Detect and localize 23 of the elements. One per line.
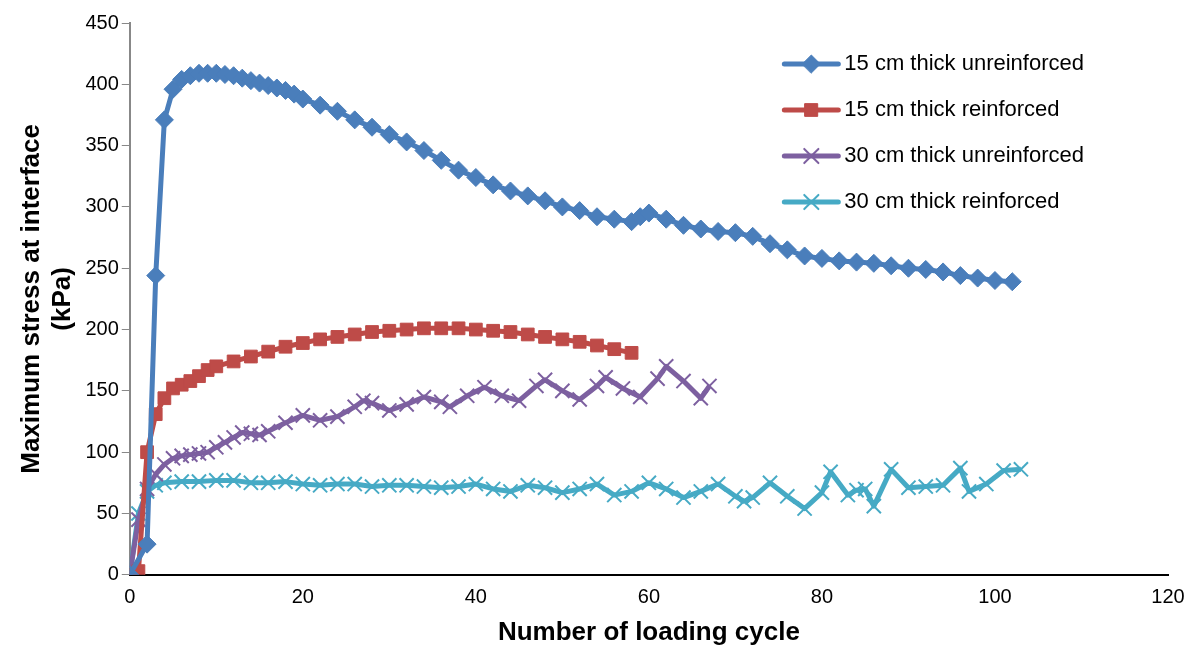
y-tick-label: 50 [96,501,119,523]
x-tick-label: 120 [1151,585,1185,608]
legend-label: 30 cm thick reinforced [844,188,1060,214]
x-tick-label: 40 [464,585,487,608]
y-tick-label: 400 [85,71,119,94]
y-tick-label: 200 [85,317,119,340]
y-tick-label: 150 [85,378,119,401]
y-tick-label: 450 [85,10,119,33]
legend-label: 15 cm thick unreinforced [844,50,1084,76]
x-tick-label: 0 [124,585,136,608]
legend-label: 30 cm thick unreinforced [844,142,1084,168]
y-tick-label: 250 [85,255,119,278]
x-tick-label: 80 [810,585,834,608]
y-tick-label: 0 [107,562,119,585]
y-tick-label: 350 [85,133,119,156]
y-axis-title: Maximum stress at interface (kPa) [14,124,76,474]
y-tick-label: 300 [85,194,119,217]
x-tick-label: 60 [637,585,661,608]
x-tick-label: 100 [978,585,1012,608]
legend-label: 15 cm thick reinforced [844,96,1060,122]
x-tick-label: 20 [291,585,314,608]
x-axis-title: Number of loading cycle [497,615,800,646]
y-tick-label: 100 [85,439,119,462]
